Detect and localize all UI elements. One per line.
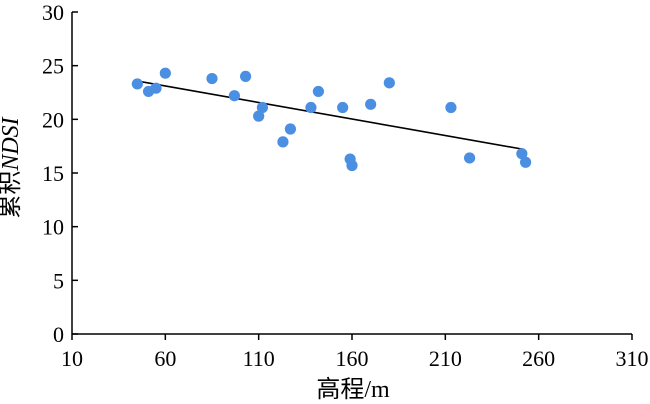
y-tick-label: 15: [42, 161, 64, 186]
data-point: [150, 82, 162, 94]
x-axis-title: 高程/m: [316, 376, 390, 403]
y-tick-label: 20: [42, 107, 64, 132]
y-axis-title-prefix: 累积: [0, 171, 24, 219]
data-points: [131, 67, 532, 172]
data-point: [206, 72, 218, 85]
data-point: [346, 159, 358, 172]
data-point: [228, 90, 240, 102]
data-point: [445, 101, 457, 114]
y-tick-label: 5: [53, 268, 64, 293]
data-point: [464, 152, 476, 164]
x-tick-label: 260: [522, 346, 555, 371]
y-axis-title-italic: NDSI: [0, 116, 24, 171]
data-point: [337, 101, 349, 114]
y-tick-label: 10: [42, 215, 64, 240]
tick-labels: 10 60 110 160 210 260 310 0 5 10 15 20 25 30: [42, 0, 649, 371]
y-tick-label: 0: [53, 322, 64, 347]
x-tick-label: 110: [243, 346, 275, 371]
data-point: [284, 123, 296, 135]
x-tick-label: 60: [154, 346, 176, 371]
data-point: [256, 101, 268, 114]
data-point: [277, 136, 289, 148]
x-tick-label: 310: [616, 346, 649, 371]
data-point: [520, 156, 532, 168]
x-tick-label: 160: [336, 346, 369, 371]
data-point: [131, 78, 143, 90]
y-tick-label: 25: [42, 54, 64, 79]
data-point: [365, 98, 377, 110]
data-point: [240, 70, 252, 82]
x-tick-label: 210: [429, 346, 462, 371]
trendline: [135, 79, 524, 151]
axes: [71, 11, 633, 340]
data-point: [383, 77, 395, 89]
data-point: [253, 110, 265, 122]
data-point: [159, 67, 171, 79]
trendline-layer: [135, 79, 524, 151]
y-axis-title: 累积NDSI: [0, 116, 24, 218]
data-point: [305, 101, 317, 114]
y-tick-label: 30: [42, 0, 64, 25]
x-tick-label: 10: [61, 346, 83, 371]
data-point: [516, 148, 528, 160]
data-point: [312, 85, 324, 98]
